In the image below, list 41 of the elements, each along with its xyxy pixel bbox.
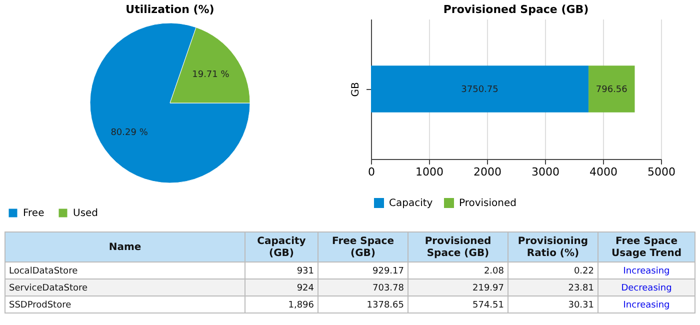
text: 929.17 [372, 266, 404, 276]
category-label: LocalDataStore [9, 266, 78, 276]
chart-title: Utilization (%) [126, 3, 214, 16]
x-tick-label: 2000 [474, 166, 502, 178]
category-label: Free Space Usage Trend [612, 236, 682, 259]
legend-label: Capacity [389, 198, 433, 209]
data-label: 19.71 % [192, 70, 230, 80]
text: 1378.65 [366, 300, 404, 310]
x-tick-label: 1000 [416, 166, 444, 178]
text: 0.22 [574, 266, 594, 276]
x-tick-label: 5000 [648, 166, 676, 178]
category-label: Provisioning Ratio (%) [518, 236, 588, 259]
x-tick-label: 4000 [590, 166, 618, 178]
text: 931 [296, 266, 314, 276]
text: 30.31 [568, 300, 594, 310]
text: 2.08 [484, 266, 504, 276]
data-label: 3750.75 [461, 85, 498, 95]
legend-label: Provisioned [459, 198, 517, 209]
text: Decreasing [621, 284, 672, 294]
category-label: ServiceDataStore [9, 284, 88, 294]
text: 23.81 [568, 284, 594, 294]
text: 574.51 [472, 300, 504, 310]
chart-title: Provisioned Space (GB) [443, 3, 589, 16]
category-label: SSDProdStore [9, 300, 72, 310]
category-label: Free Space (GB) [332, 236, 394, 259]
x-tick-label: 0 [368, 166, 375, 178]
text: 924 [296, 284, 314, 294]
y-axis-title: GB [350, 82, 362, 97]
data-label: 80.29 % [110, 128, 148, 138]
x-tick-label: 3000 [532, 166, 560, 178]
text: 703.78 [372, 284, 404, 294]
text: Increasing [623, 266, 670, 276]
legend-label: Used [73, 208, 98, 219]
category-label: Name [108, 242, 142, 253]
category-label: Provisioned Space (GB) [424, 236, 492, 259]
text: 219.97 [472, 284, 504, 294]
text: 1,896 [288, 300, 314, 310]
category-label: Capacity (GB) [257, 236, 306, 259]
legend-label: Free [23, 208, 44, 219]
text: Increasing [623, 300, 670, 310]
data-label: 796.56 [596, 85, 628, 95]
